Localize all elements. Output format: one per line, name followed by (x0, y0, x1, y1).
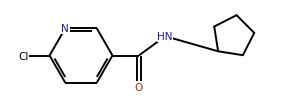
Text: O: O (135, 83, 143, 93)
Text: Cl: Cl (18, 51, 28, 61)
Text: HN: HN (158, 32, 173, 42)
Text: N: N (61, 24, 69, 34)
